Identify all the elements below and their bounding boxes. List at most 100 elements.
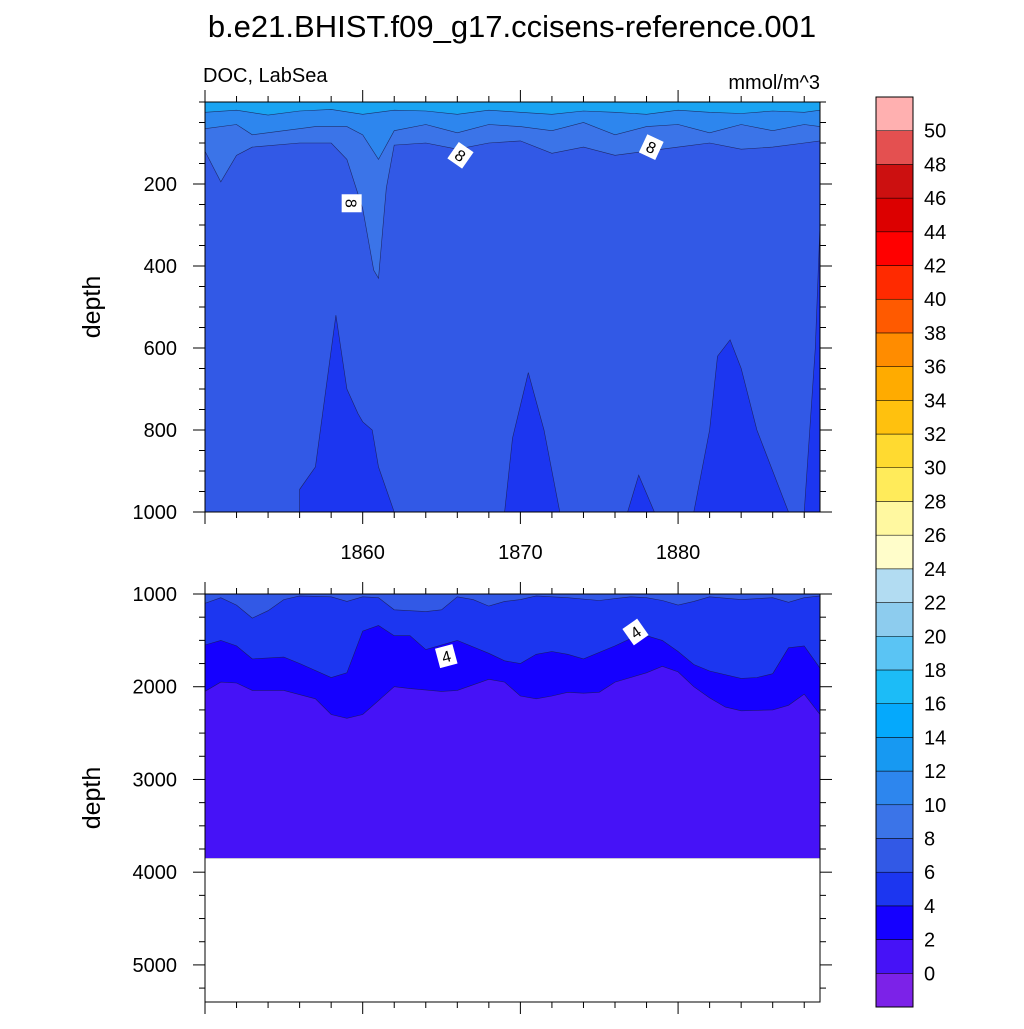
y-tick-label: 400 [144, 256, 177, 278]
contour-region-4-6-2 [205, 594, 820, 679]
y-tick-label: 3000 [133, 769, 178, 791]
colorbar-swatch [875, 534, 914, 570]
colorbar-swatch [875, 332, 914, 367]
contour-label-text: 4 [440, 648, 453, 667]
colorbar-label: 6 [924, 862, 935, 884]
colorbar-label: 48 [924, 154, 946, 176]
colorbar-label: 18 [924, 660, 946, 682]
y-tick-label: 1000 [133, 502, 178, 524]
y-axis-label: depth [78, 767, 106, 830]
y-axis-label: depth [78, 276, 106, 339]
contour-region-6-8-5 [627, 474, 655, 512]
colorbar-label: 26 [924, 525, 946, 547]
colorbar-label: 2 [924, 930, 935, 952]
colorbar-label: 12 [924, 761, 946, 783]
missing-data-area [205, 858, 820, 1002]
colorbar-label: 20 [924, 626, 946, 648]
colorbar-label: 30 [924, 458, 946, 480]
colorbar-label: 38 [924, 323, 946, 345]
contour-label-box [447, 141, 474, 169]
contour-region-6-8-3 [205, 594, 820, 619]
colorbar-label: 16 [924, 694, 946, 716]
x-tick-label: 1870 [498, 542, 543, 564]
lower-panel: 1000 2000 3000 4000 5000 depth 4 4 [78, 582, 832, 1014]
plot-area [205, 102, 820, 512]
colorbar-label: 4 [924, 896, 935, 918]
y-tick-label: 600 [144, 338, 177, 360]
colorbar-swatch [875, 703, 914, 738]
y-tick-label: 200 [144, 174, 177, 196]
contour-label-text: 8 [342, 199, 359, 208]
figure-title: b.e21.BHIST.f09_g17.ccisens-reference.00… [208, 9, 816, 44]
contour-region-6-8-6 [693, 339, 789, 512]
contour-region-6-8-3 [299, 315, 395, 512]
colorbar-label: 22 [924, 593, 946, 615]
contour-region-10-12-1 [205, 102, 820, 160]
colorbar-swatch [875, 265, 914, 300]
colorbar-frame [875, 96, 914, 1008]
contour-label-box [622, 618, 649, 646]
contour-region-6-8-4 [504, 372, 561, 512]
colorbar-label: 44 [924, 222, 946, 244]
contour-label: 8 [447, 141, 474, 169]
colorbar-swatch [875, 770, 914, 806]
x-tick-label: 1860 [340, 542, 385, 564]
x-axis: 1860 1870 1880 [204, 90, 805, 564]
y-tick-label: 1000 [133, 584, 178, 606]
panel-right-label: mmol/m^3 [728, 72, 820, 94]
colorbar-label: 50 [924, 121, 946, 143]
contour-label-box [638, 134, 664, 160]
colorbar-swatch [875, 366, 914, 401]
y-tick-label: 800 [144, 420, 177, 442]
colorbar-swatch [875, 197, 914, 233]
colorbar-swatch [875, 568, 914, 603]
plot-area [205, 594, 820, 1002]
colorbar-label: 32 [924, 424, 946, 446]
x-axis [204, 582, 805, 1014]
colorbar: 0246810121416182022242628303234363840424… [875, 96, 946, 1008]
colorbar-swatch [875, 467, 914, 502]
contour-label: 4 [622, 618, 649, 646]
colorbar-swatch [875, 231, 914, 266]
colorbar-label: 34 [924, 390, 946, 412]
colorbar-label: 8 [924, 828, 935, 850]
y-axis: 200 400 600 800 1000 [133, 101, 832, 524]
panel-left-label: DOC, LabSea [203, 65, 328, 87]
colorbar-label: 46 [924, 188, 946, 210]
colorbar-swatch [875, 838, 914, 873]
colorbar-swatch [875, 164, 914, 199]
colorbar-swatch [875, 400, 914, 435]
contour-label-box [341, 194, 362, 213]
contour-label: 4 [434, 644, 458, 669]
colorbar-swatch [875, 905, 914, 940]
y-tick-label: 2000 [133, 677, 178, 699]
colorbar-swatch [875, 501, 914, 536]
contour-label: 8 [341, 194, 362, 213]
colorbar-swatch [875, 804, 914, 839]
colorbar-label: 14 [924, 727, 946, 749]
y-axis: 1000 2000 3000 4000 5000 [133, 584, 832, 989]
colorbar-label: 40 [924, 289, 946, 311]
colorbar-label: 24 [924, 559, 946, 581]
contour-label: 8 [638, 134, 664, 160]
colorbar-swatch [875, 130, 914, 165]
colorbar-swatch [875, 939, 914, 974]
colorbar-swatch [875, 433, 914, 468]
contour-region-12-14-2 [205, 102, 820, 116]
colorbar-label: 0 [924, 963, 935, 985]
colorbar-swatch [875, 973, 914, 1008]
upper-panel: 200 400 600 800 1000 1860 1870 1880 depth DOC, La… [78, 65, 832, 564]
colorbar-swatch [875, 871, 914, 907]
colorbar-swatch [875, 737, 914, 772]
colorbar-label: 28 [924, 491, 946, 513]
x-tick-label: 1880 [656, 542, 701, 564]
contour-label-box [434, 644, 458, 669]
colorbar-label: 36 [924, 357, 946, 379]
y-tick-label: 4000 [133, 862, 178, 884]
colorbar-label: 10 [924, 795, 946, 817]
colorbar-label: 42 [924, 256, 946, 278]
colorbar-swatch [875, 636, 914, 671]
contour-region-6-8-7 [803, 224, 820, 512]
